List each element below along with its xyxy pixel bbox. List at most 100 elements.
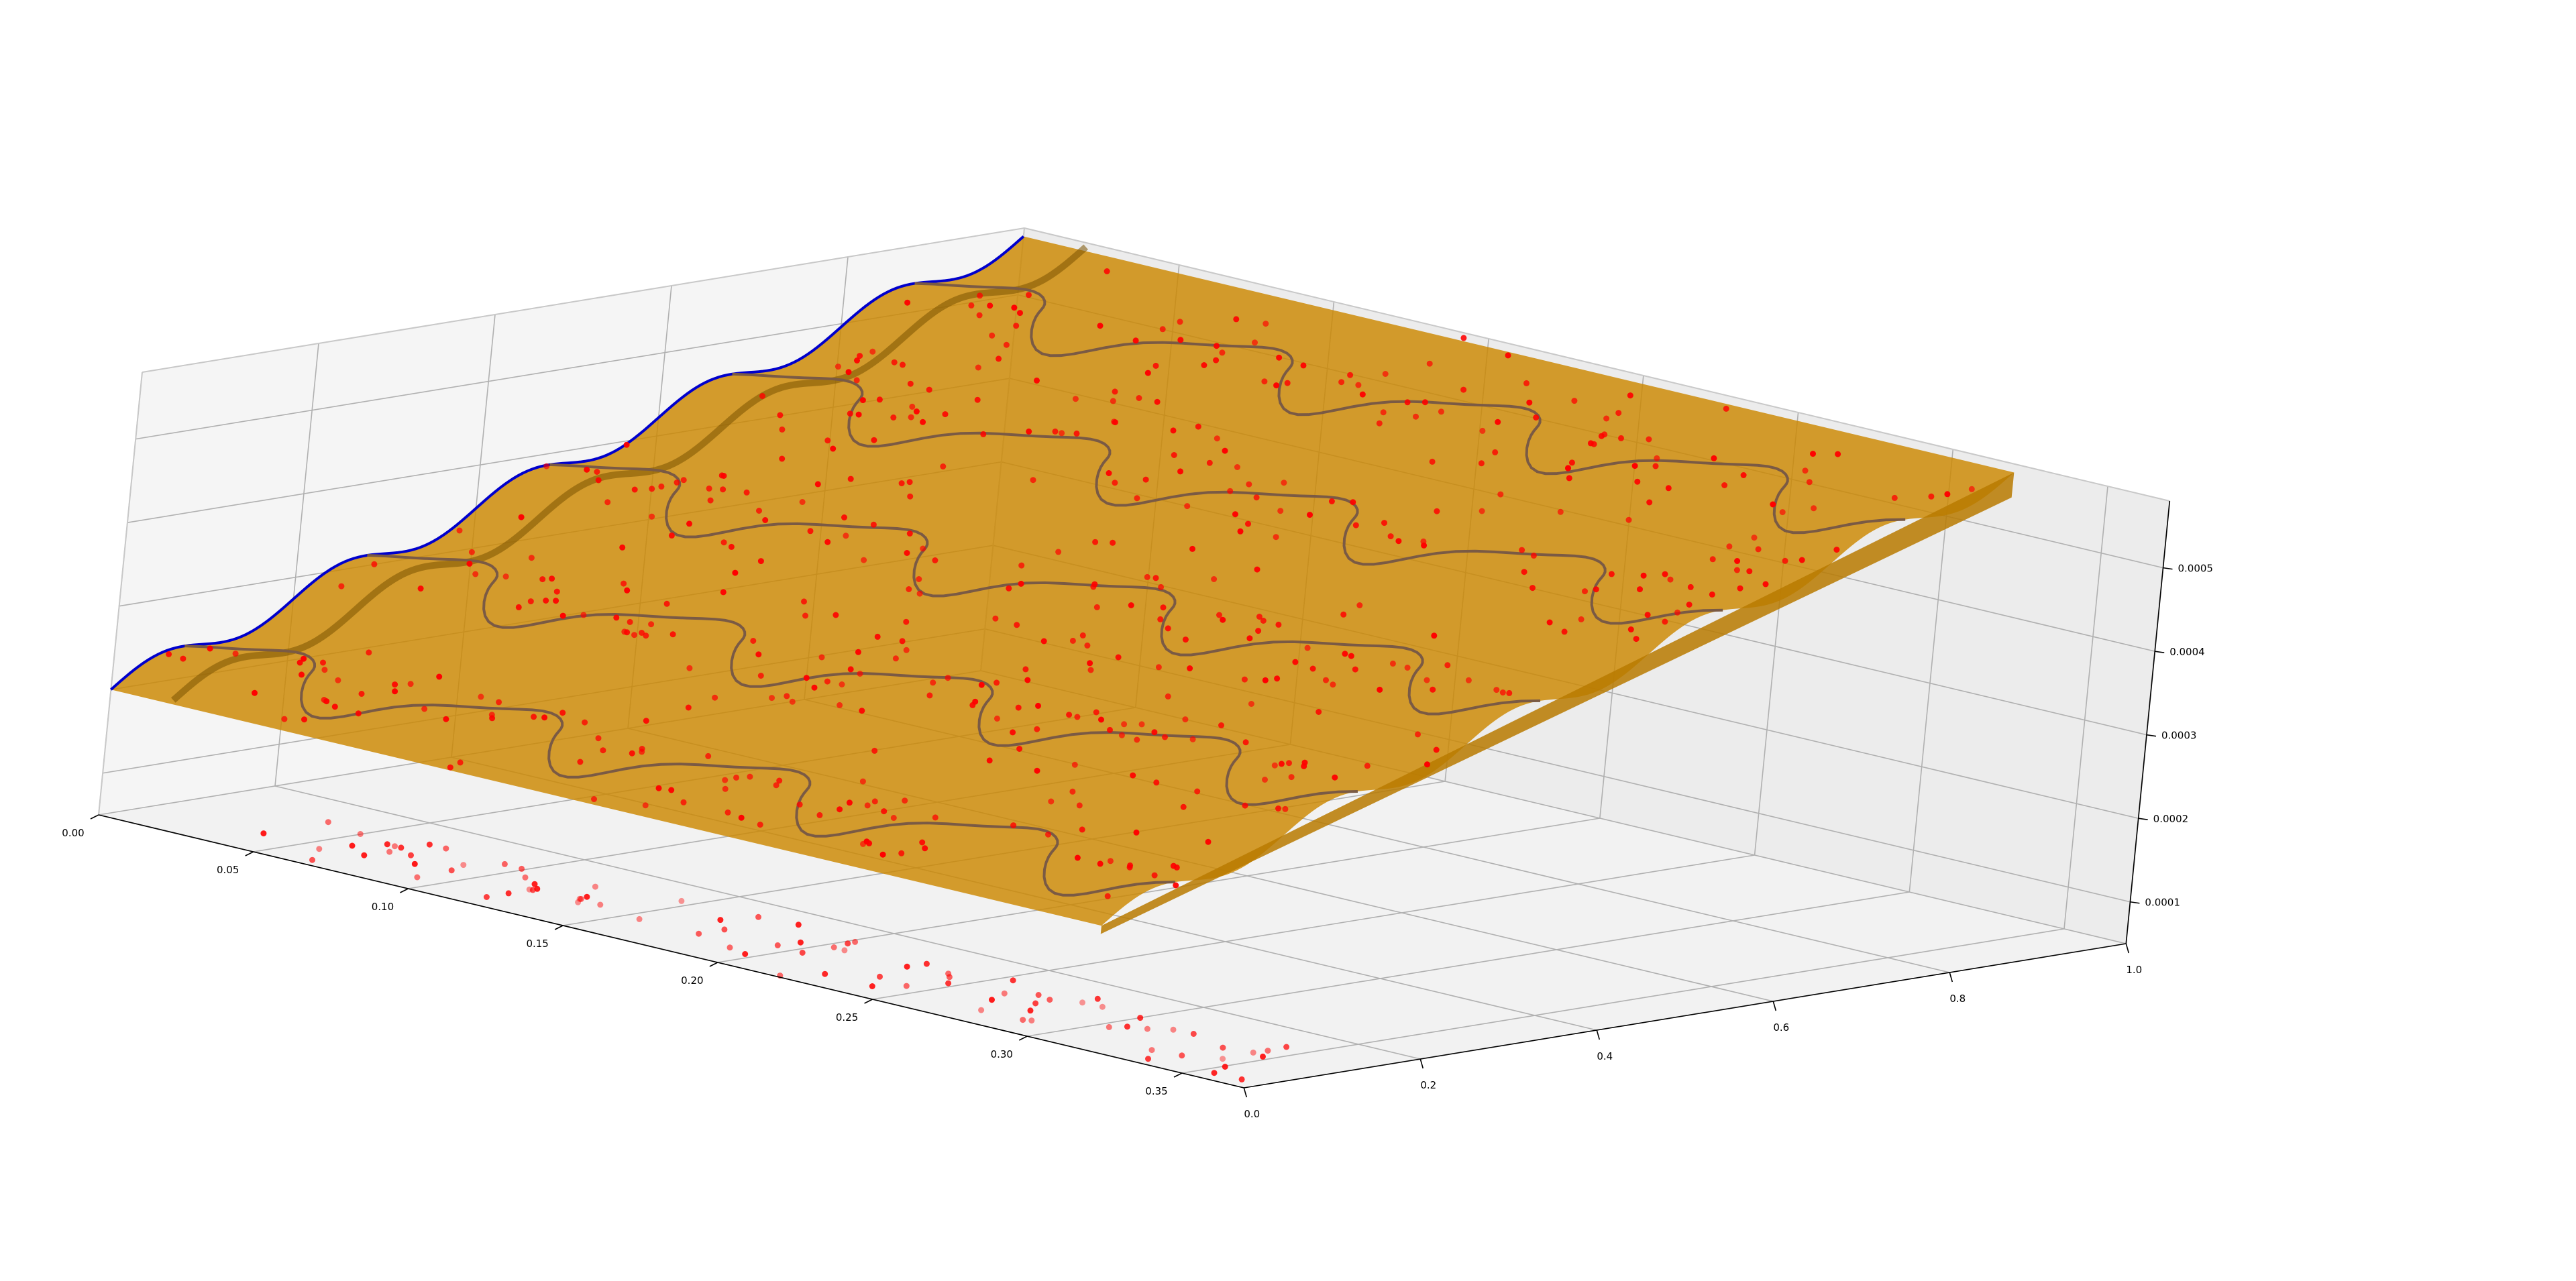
scatter-point: [824, 437, 831, 444]
scatter-point: [1170, 862, 1177, 869]
scatter-point: [1179, 1052, 1185, 1059]
scatter-point: [414, 874, 421, 881]
scatter-point: [1034, 767, 1040, 774]
scatter-point: [994, 679, 1000, 686]
scatter-point: [994, 715, 1000, 722]
scatter-point: [355, 710, 362, 717]
scatter-point: [975, 364, 981, 371]
scatter-point: [909, 403, 916, 410]
scatter-point: [1074, 714, 1081, 720]
scatter-point: [643, 718, 649, 724]
scatter-point: [1010, 822, 1017, 829]
scatter-point: [841, 947, 848, 954]
scatter-point: [1734, 558, 1741, 564]
scatter-point: [674, 479, 680, 486]
ripple-curve: [184, 645, 1175, 897]
scatter-point: [1627, 392, 1633, 399]
scatter-point: [855, 649, 861, 655]
scatter-point: [1578, 616, 1585, 622]
scatter-point: [668, 532, 675, 539]
scatter-point: [678, 897, 685, 904]
scatter-point: [1646, 436, 1652, 443]
scatter-point: [1631, 463, 1638, 469]
scatter-point: [890, 414, 897, 421]
scatter-point: [1194, 788, 1201, 795]
scatter-point: [553, 598, 559, 604]
scatter-point: [945, 675, 951, 681]
scatter-point: [908, 414, 914, 421]
scatter-point: [837, 806, 843, 813]
scatter-point: [1263, 321, 1269, 327]
scatter-point: [1262, 677, 1269, 683]
scatter-point: [1136, 395, 1142, 401]
scatter-point: [411, 860, 418, 867]
scatter-point: [594, 469, 600, 475]
scatter-point: [1254, 566, 1260, 573]
scatter-point: [436, 673, 443, 680]
scatter-point: [1076, 802, 1083, 809]
scatter-point: [1170, 427, 1177, 434]
y-tick-mark: [2125, 943, 2130, 954]
scatter-point: [1015, 704, 1022, 711]
scatter-point: [870, 521, 877, 528]
scatter-point: [1288, 774, 1295, 781]
scatter-point: [1292, 659, 1299, 665]
scatter-point: [727, 944, 733, 951]
scatter-point: [1444, 662, 1451, 669]
scatter-point: [830, 944, 837, 950]
scatter-point: [1260, 1053, 1266, 1060]
x-tick-mark: [709, 962, 718, 967]
scatter-point: [769, 695, 775, 702]
scatter-point: [846, 799, 853, 806]
scatter-point: [488, 712, 495, 718]
scatter-point: [1190, 1031, 1197, 1037]
scatter-point: [648, 621, 655, 628]
scatter-point: [668, 787, 675, 793]
scatter-point: [1159, 326, 1166, 333]
grid-line: [717, 818, 1600, 963]
scatter-point: [392, 688, 398, 695]
scatter-point: [1332, 774, 1338, 781]
scatter-point: [1046, 997, 1053, 1003]
scatter-point: [1330, 681, 1336, 688]
scatter-point: [1625, 516, 1632, 523]
scatter-point: [1382, 371, 1389, 377]
scatter-point: [1162, 734, 1168, 740]
scatter-point: [1546, 619, 1553, 626]
scatter-point: [1891, 494, 1898, 501]
scatter-point: [623, 441, 630, 448]
scatter-point: [1277, 508, 1284, 514]
scatter-point: [1151, 729, 1158, 736]
scatter-point: [1347, 372, 1354, 378]
scatter-point: [1424, 677, 1430, 683]
scatter-point: [358, 691, 365, 697]
scatter-point: [796, 801, 803, 808]
scatter-point: [1387, 533, 1394, 540]
scatter-point: [1014, 622, 1020, 628]
scatter-point: [1304, 645, 1311, 651]
scatter-point: [871, 747, 878, 754]
scatter-point: [1165, 625, 1171, 632]
scatter-point: [1568, 459, 1575, 466]
scatter-point: [1256, 614, 1263, 620]
scatter-point: [845, 940, 851, 947]
scatter-point: [501, 860, 508, 867]
scatter-point: [1603, 415, 1610, 422]
scatter-point: [1013, 323, 1020, 329]
scatter-point: [1026, 292, 1032, 298]
scatter-point: [906, 531, 913, 537]
scatter-point: [1213, 357, 1220, 364]
scatter-point: [417, 586, 424, 592]
scatter-point: [496, 699, 502, 706]
scatter-point: [916, 590, 923, 597]
x-tick-label: 0.20: [681, 974, 703, 987]
scatter-point: [582, 719, 588, 726]
scatter-point: [1833, 547, 1840, 553]
scatter-point: [584, 466, 590, 473]
surface-back-edge-curve: [110, 235, 1025, 691]
scatter-point: [1376, 420, 1383, 427]
scatter-point: [1421, 542, 1428, 549]
scatter-point: [784, 693, 790, 700]
scatter-point: [1040, 638, 1047, 645]
scatter-point: [738, 814, 745, 821]
